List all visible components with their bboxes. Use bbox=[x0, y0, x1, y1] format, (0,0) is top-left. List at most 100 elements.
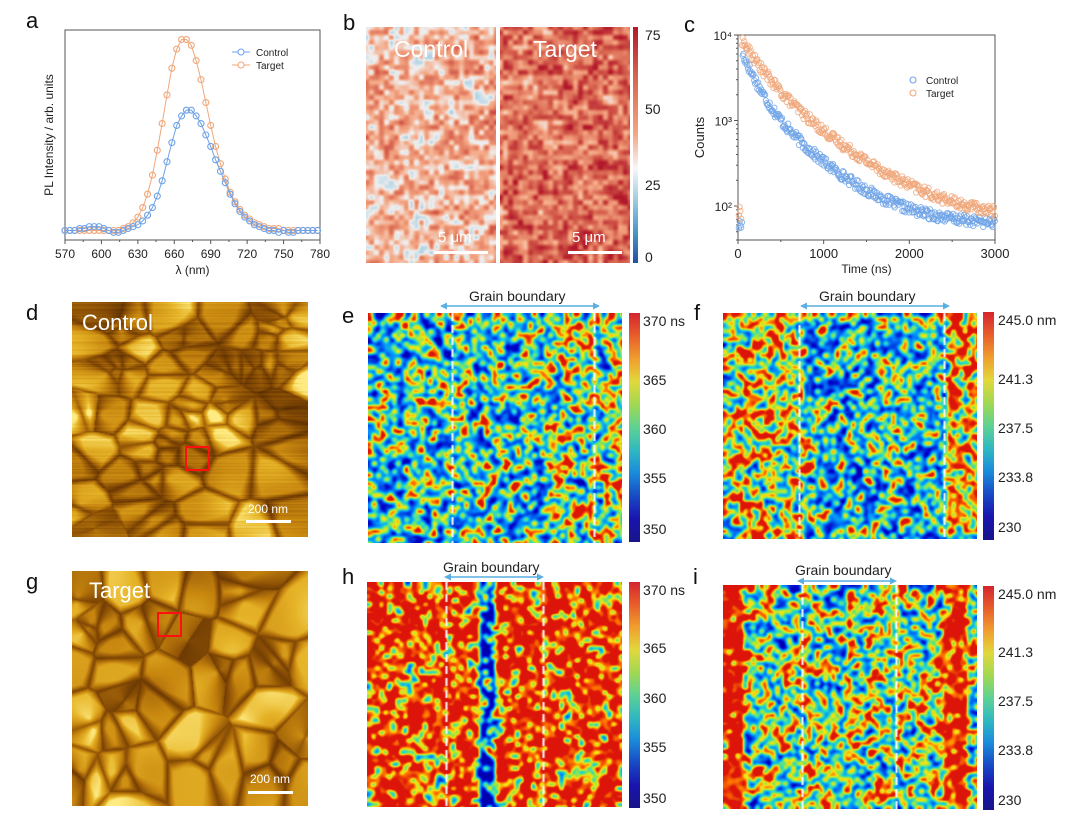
data-point-control bbox=[192, 112, 200, 120]
grain-boundary-title-h: Grain boundary bbox=[443, 559, 540, 575]
data-point-control bbox=[888, 196, 895, 203]
data-point-control bbox=[309, 226, 317, 235]
roi-box-control bbox=[185, 446, 210, 471]
x-axis-label-a: λ (nm) bbox=[176, 263, 210, 277]
colorbar-f bbox=[983, 312, 994, 540]
colorbar-b-tick: 50 bbox=[645, 101, 661, 117]
data-point-target bbox=[197, 76, 205, 84]
data-point-control bbox=[929, 209, 936, 217]
data-point-target bbox=[192, 56, 200, 65]
x-axis-label-c: Time (ns) bbox=[841, 262, 891, 276]
data-point-target bbox=[859, 154, 866, 161]
data-point-control bbox=[187, 106, 195, 114]
x-tick-label-a: 660 bbox=[164, 247, 184, 261]
data-point-control bbox=[153, 192, 161, 200]
colorbar-i-tick: 237.5 bbox=[998, 693, 1034, 709]
data-point-target bbox=[187, 41, 195, 49]
data-point-target bbox=[758, 64, 766, 71]
colorbar-f-tick: 237.5 bbox=[998, 420, 1034, 436]
x-tick-label-c: 3000 bbox=[981, 246, 1010, 261]
data-point-control bbox=[873, 189, 881, 196]
data-point-target bbox=[940, 190, 948, 198]
data-point-target bbox=[737, 207, 744, 215]
panel-label-d: d bbox=[26, 300, 39, 325]
data-point-control bbox=[923, 206, 930, 214]
colorbar-h-tick: 365 bbox=[643, 640, 667, 656]
data-point-target bbox=[168, 64, 176, 72]
colorbar-f-tick: 241.3 bbox=[998, 371, 1034, 387]
legend-marker-control bbox=[237, 48, 245, 56]
data-point-control bbox=[221, 179, 229, 187]
data-point-target bbox=[933, 188, 941, 196]
data-point-target bbox=[822, 124, 830, 132]
data-point-target bbox=[892, 170, 900, 178]
data-point-target bbox=[182, 35, 190, 44]
data-point-target bbox=[783, 98, 790, 106]
data-point-target bbox=[202, 98, 210, 107]
data-point-target bbox=[876, 170, 884, 178]
data-point-control bbox=[241, 213, 249, 221]
scalebar-label-control: 5 μm bbox=[438, 229, 472, 246]
data-point-target bbox=[749, 52, 756, 59]
data-point-target bbox=[207, 121, 215, 130]
data-point-control bbox=[207, 142, 215, 151]
data-point-control bbox=[766, 99, 773, 106]
panel-label-i: i bbox=[693, 564, 698, 589]
data-point-control bbox=[778, 116, 785, 123]
data-point-target bbox=[739, 34, 746, 41]
y-axis-label-c: Counts bbox=[692, 116, 707, 158]
data-point-target bbox=[744, 42, 752, 49]
colorbar-h-tick: 355 bbox=[643, 739, 667, 755]
grain-boundary-arrow-i bbox=[797, 577, 897, 585]
x-tick-label-a: 750 bbox=[274, 247, 294, 261]
scalebar-target bbox=[568, 251, 622, 254]
data-point-control bbox=[231, 200, 239, 208]
data-point-target bbox=[830, 130, 837, 137]
colorbar-e-tick: 360 bbox=[643, 421, 667, 437]
data-point-control bbox=[173, 121, 181, 130]
data-point-control bbox=[90, 223, 98, 231]
data-point-target bbox=[736, 203, 743, 211]
data-point-control bbox=[284, 228, 292, 236]
x-tick-label-a: 570 bbox=[55, 247, 75, 261]
data-point-control bbox=[771, 104, 778, 111]
colorbar-h-tick: 350 bbox=[643, 790, 667, 806]
data-point-control bbox=[738, 219, 746, 226]
data-point-control bbox=[299, 226, 307, 235]
colorbar-b-tick: 75 bbox=[645, 27, 661, 43]
data-point-control bbox=[970, 222, 977, 230]
lifetime-map-control bbox=[368, 313, 622, 543]
data-point-control bbox=[144, 211, 152, 219]
map-i-target bbox=[723, 585, 977, 809]
x-tick-label-a: 720 bbox=[237, 247, 257, 261]
data-point-target bbox=[748, 48, 755, 55]
data-point-target bbox=[173, 45, 181, 53]
colorbar-i-tick: 230 bbox=[998, 792, 1022, 808]
x-tick-label-a: 780 bbox=[310, 247, 330, 261]
data-point-target bbox=[967, 199, 974, 207]
x-tick-label-a: 600 bbox=[91, 247, 111, 261]
colorbar-f-tick: 233.8 bbox=[998, 469, 1034, 485]
data-point-control bbox=[769, 107, 776, 114]
afm-target-label: Target bbox=[89, 578, 151, 603]
data-point-target bbox=[231, 198, 239, 206]
data-point-control bbox=[754, 79, 762, 86]
data-point-control bbox=[246, 217, 254, 225]
data-point-control bbox=[314, 226, 322, 235]
data-point-control bbox=[61, 226, 69, 235]
data-point-control bbox=[110, 228, 118, 236]
colorbar-i-tick: 233.8 bbox=[998, 742, 1034, 758]
colorbar-i-tick: 241.3 bbox=[998, 644, 1034, 660]
data-point-target bbox=[836, 138, 844, 146]
data-point-control bbox=[134, 221, 142, 229]
data-point-target bbox=[802, 107, 809, 115]
legend-label-control: Control bbox=[926, 76, 958, 87]
data-point-control bbox=[148, 203, 156, 212]
series-line-control bbox=[65, 109, 318, 233]
data-point-target bbox=[212, 142, 220, 151]
pl-map-control bbox=[366, 27, 496, 263]
data-point-target bbox=[892, 170, 899, 177]
panel-label-a: a bbox=[26, 8, 39, 33]
pl-map-target-label: Target bbox=[533, 36, 597, 62]
data-point-control bbox=[139, 217, 147, 225]
